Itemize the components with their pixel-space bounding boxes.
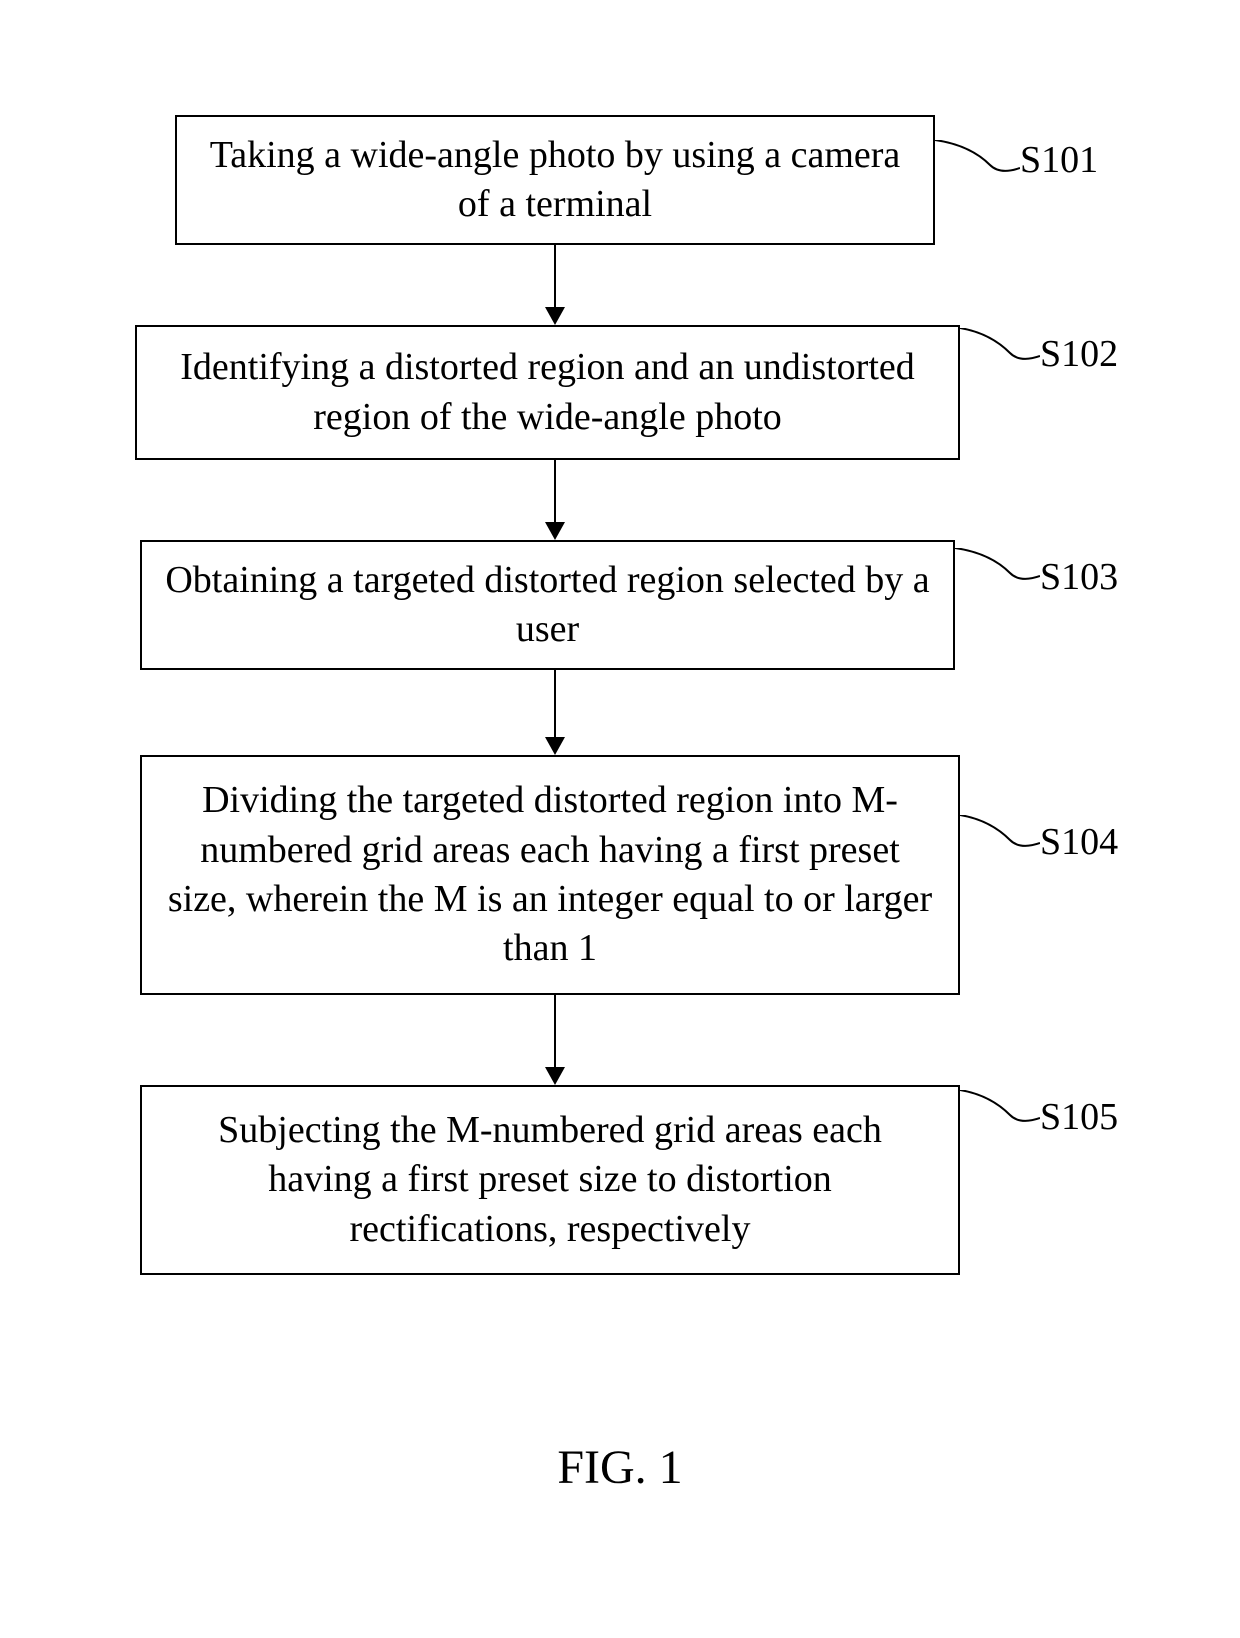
step-box-s103: Obtaining a targeted distorted region se… — [140, 540, 955, 670]
arrow-head-3 — [545, 737, 565, 755]
arrow-line-4 — [554, 995, 556, 1067]
figure-label: FIG. 1 — [0, 1440, 1240, 1495]
arrow-line-1 — [554, 245, 556, 307]
label-text: S105 — [1040, 1096, 1118, 1138]
step-label-s103: S103 — [1040, 555, 1118, 599]
figure-label-text: FIG. 1 — [557, 1441, 682, 1494]
step-label-s102: S102 — [1040, 332, 1118, 376]
connector-s103 — [955, 548, 1040, 588]
step-box-s102: Identifying a distorted region and an un… — [135, 325, 960, 460]
step-box-s105: Subjecting the M-numbered grid areas eac… — [140, 1085, 960, 1275]
label-text: S104 — [1040, 821, 1118, 863]
connector-s101 — [935, 140, 1020, 180]
connector-s104 — [960, 815, 1040, 855]
step-text: Taking a wide-angle photo by using a cam… — [197, 131, 913, 230]
label-text: S102 — [1040, 333, 1118, 375]
step-label-s105: S105 — [1040, 1095, 1118, 1139]
step-box-s101: Taking a wide-angle photo by using a cam… — [175, 115, 935, 245]
label-text: S103 — [1040, 556, 1118, 598]
label-text: S101 — [1020, 139, 1098, 181]
connector-s102 — [960, 328, 1040, 368]
step-label-s101: S101 — [1020, 138, 1098, 182]
step-text: Dividing the targeted distorted region i… — [162, 776, 938, 974]
step-text: Obtaining a targeted distorted region se… — [162, 556, 933, 655]
flowchart-diagram: Taking a wide-angle photo by using a cam… — [0, 0, 1240, 1638]
arrow-line-2 — [554, 460, 556, 522]
step-box-s104: Dividing the targeted distorted region i… — [140, 755, 960, 995]
step-label-s104: S104 — [1040, 820, 1118, 864]
step-text: Subjecting the M-numbered grid areas eac… — [162, 1106, 938, 1254]
step-text: Identifying a distorted region and an un… — [157, 343, 938, 442]
arrow-head-1 — [545, 307, 565, 325]
connector-s105 — [960, 1090, 1040, 1130]
arrow-line-3 — [554, 670, 556, 737]
arrow-head-4 — [545, 1067, 565, 1085]
arrow-head-2 — [545, 522, 565, 540]
